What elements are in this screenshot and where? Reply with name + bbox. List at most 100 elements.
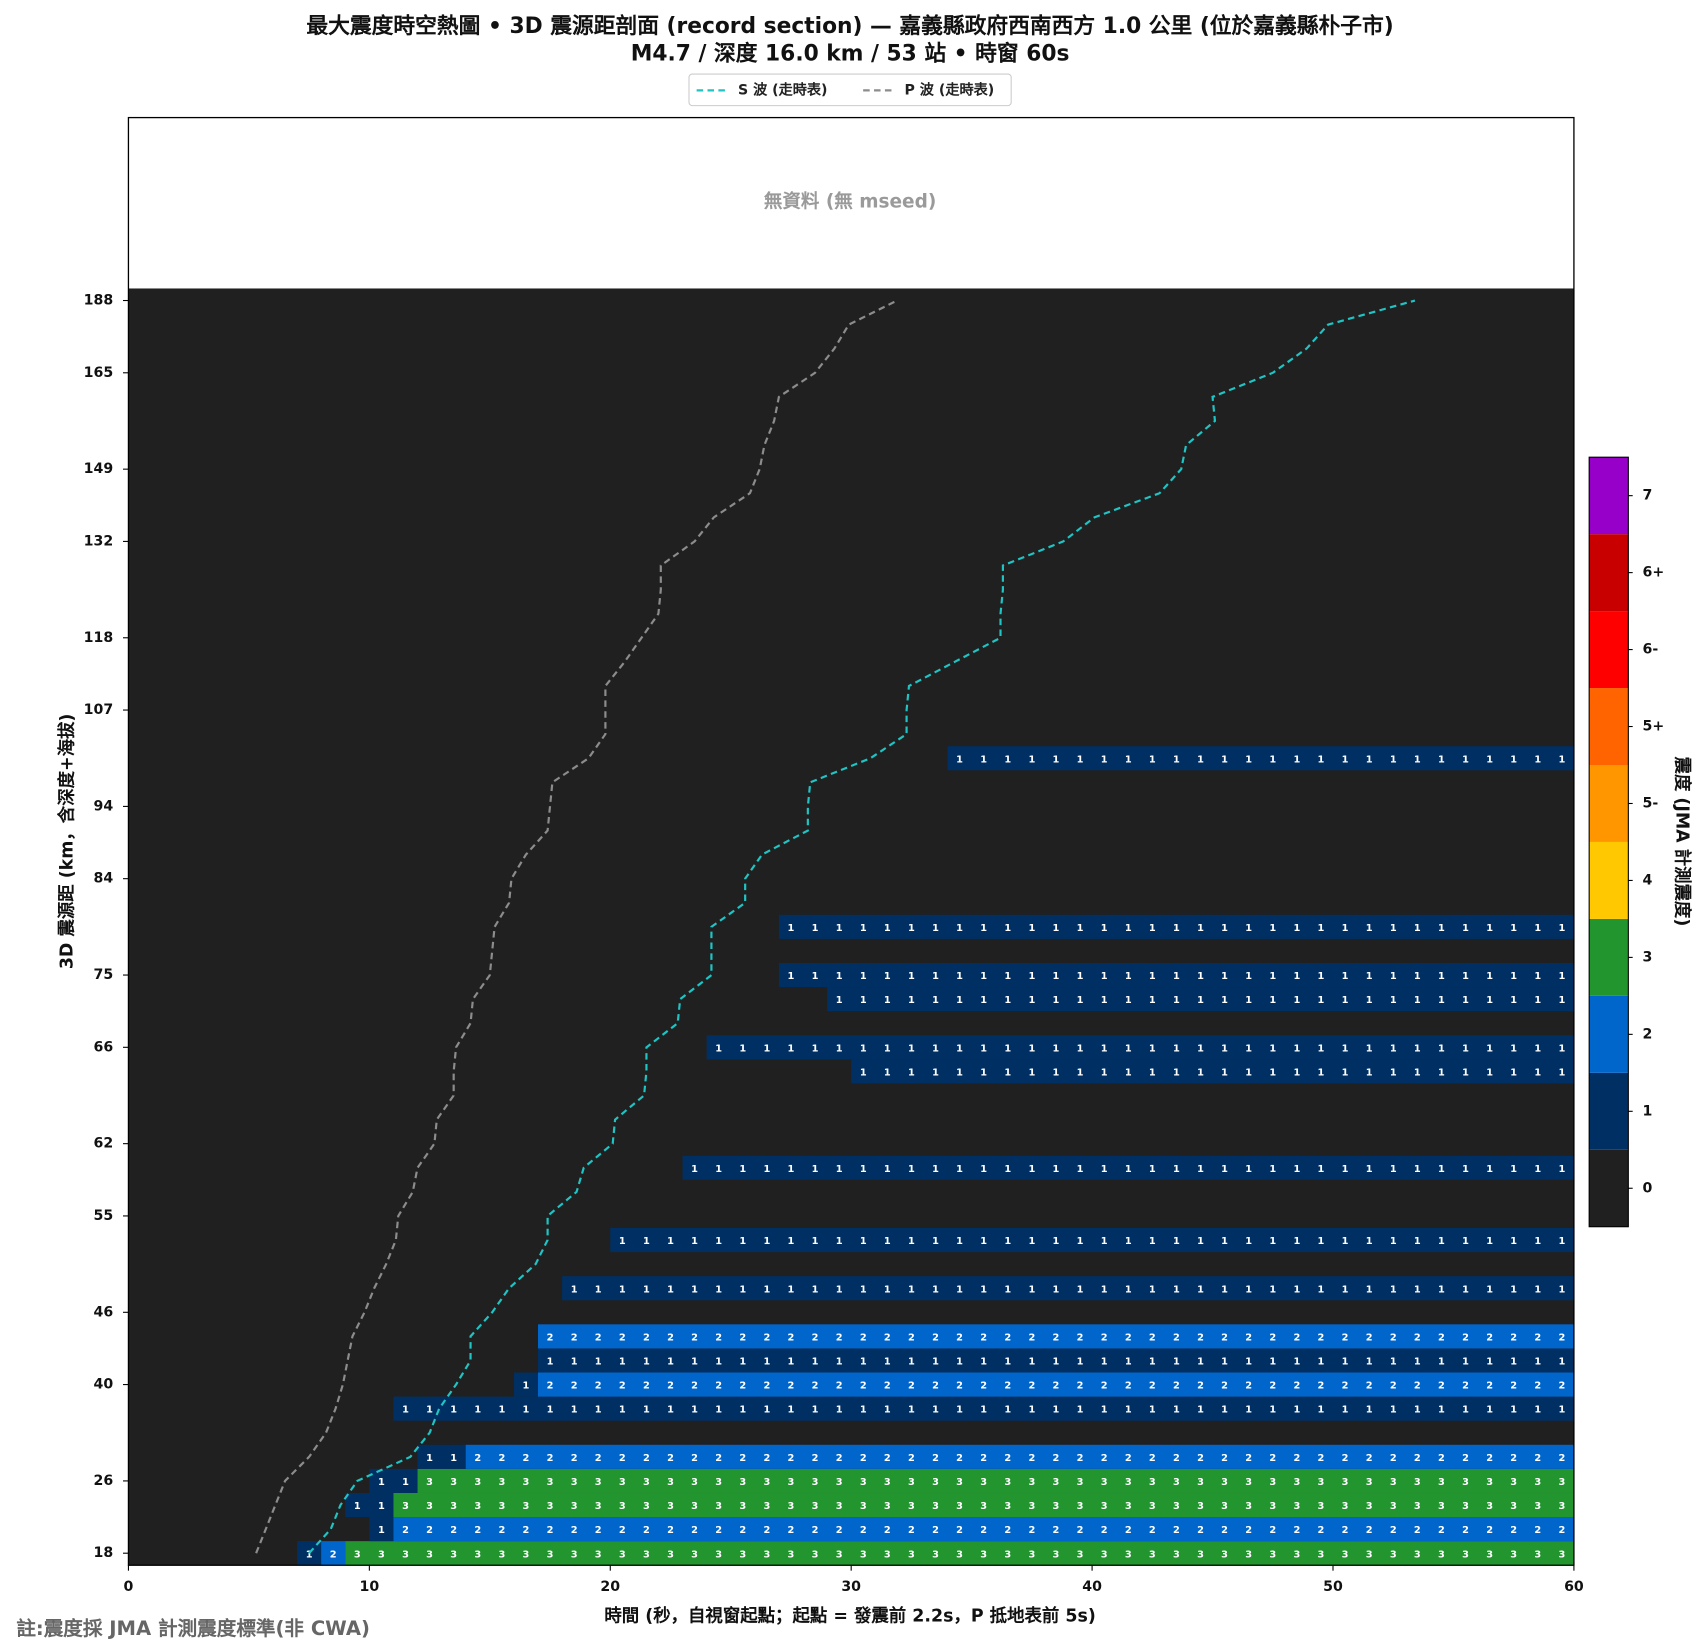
cell-label: 3	[1245, 1501, 1252, 1512]
cell-label: 1	[1486, 923, 1493, 934]
chart-title: 最大震度時空熱圖 • 3D 震源距剖面 (record section) — 嘉…	[306, 13, 1393, 39]
cell-label: 2	[956, 1453, 963, 1464]
cell-label: 1	[1028, 995, 1035, 1006]
cell-label: 2	[812, 1332, 819, 1343]
cell-label: 1	[1438, 1067, 1445, 1078]
cell-label: 2	[1245, 1453, 1252, 1464]
cell-label: 1	[1173, 971, 1180, 982]
cell-label: 3	[980, 1477, 987, 1488]
cell-label: 1	[402, 1477, 409, 1488]
cell-label: 3	[908, 1501, 915, 1512]
cell-label: 1	[1390, 971, 1397, 982]
x-tick-label: 40	[1082, 1579, 1102, 1595]
cell-label: 1	[1269, 1236, 1276, 1247]
intensity-cell	[393, 1492, 1574, 1518]
cell-label: 2	[571, 1332, 578, 1343]
cell-label: 1	[1221, 923, 1228, 934]
cell-label: 1	[908, 1284, 915, 1295]
cell-label: 3	[860, 1477, 867, 1488]
intensity-cell	[369, 1468, 418, 1493]
cell-label: 2	[1414, 1332, 1421, 1343]
cell-label: 1	[1534, 1357, 1541, 1368]
intensity-cell	[465, 1444, 1574, 1469]
cell-label: 2	[619, 1453, 626, 1464]
cell-label: 1	[715, 1164, 722, 1175]
y-tick-label: 18	[94, 1545, 114, 1561]
cell-label: 3	[547, 1477, 554, 1488]
cell-label: 1	[1028, 1236, 1035, 1247]
cell-label: 1	[715, 1405, 722, 1416]
cell-label: 2	[1053, 1332, 1060, 1343]
cell-label: 2	[1245, 1381, 1252, 1392]
intensity-cell	[537, 1324, 1574, 1349]
cell-label: 3	[1293, 1477, 1300, 1488]
cell-label: 1	[980, 1067, 987, 1078]
cell-label: 2	[1125, 1381, 1132, 1392]
cell-label: 1	[1558, 1164, 1565, 1175]
cell-label: 1	[1149, 923, 1156, 934]
cell-label: 2	[547, 1525, 554, 1536]
cell-label: 1	[1558, 754, 1565, 765]
cell-label: 1	[763, 1357, 770, 1368]
cell-label: 2	[1101, 1332, 1108, 1343]
cell-label: 2	[547, 1453, 554, 1464]
cell-label: 1	[836, 1043, 843, 1054]
cell-label: 2	[1221, 1381, 1228, 1392]
intensity-cell	[778, 914, 1574, 939]
cell-label: 2	[595, 1381, 602, 1392]
cell-label: 1	[956, 1043, 963, 1054]
cell-label: 1	[1510, 995, 1517, 1006]
cell-label: 2	[691, 1453, 698, 1464]
cell-label: 1	[1101, 995, 1108, 1006]
cell-label: 1	[763, 1043, 770, 1054]
cell-label: 2	[980, 1453, 987, 1464]
cell-label: 1	[595, 1357, 602, 1368]
cell-label: 2	[739, 1332, 746, 1343]
cell-label: 2	[691, 1381, 698, 1392]
cell-label: 1	[980, 1236, 987, 1247]
cell-label: 1	[691, 1284, 698, 1295]
cell-label: 1	[1245, 754, 1252, 765]
cell-label: 2	[1390, 1525, 1397, 1536]
cell-label: 3	[1028, 1549, 1035, 1560]
cell-label: 1	[932, 1405, 939, 1416]
intensity-cell	[393, 1396, 1574, 1421]
cell-label: 2	[1173, 1381, 1180, 1392]
cell-label: 2	[1053, 1525, 1060, 1536]
cell-label: 1	[1125, 1284, 1132, 1295]
cell-label: 3	[788, 1549, 795, 1560]
cell-label: 3	[354, 1549, 361, 1560]
cell-label: 1	[980, 923, 987, 934]
cell-label: 3	[1534, 1477, 1541, 1488]
cell-label: 1	[1438, 1164, 1445, 1175]
cell-label: 1	[1149, 971, 1156, 982]
y-tick-label: 118	[84, 630, 114, 646]
cell-label: 2	[691, 1525, 698, 1536]
cell-label: 3	[1125, 1477, 1132, 1488]
cell-label: 1	[1342, 995, 1349, 1006]
cell-label: 3	[956, 1549, 963, 1560]
cell-label: 3	[1486, 1549, 1493, 1560]
cell-label: 1	[1366, 1164, 1373, 1175]
cell-label: 2	[1149, 1332, 1156, 1343]
cell-label: 1	[1293, 1405, 1300, 1416]
cell-label: 1	[1438, 1357, 1445, 1368]
cell-label: 1	[1558, 923, 1565, 934]
cell-label: 1	[1053, 1284, 1060, 1295]
cell-label: 1	[1101, 1405, 1108, 1416]
cell-label: 1	[1486, 1284, 1493, 1295]
cell-label: 1	[1558, 995, 1565, 1006]
cell-label: 1	[1534, 1284, 1541, 1295]
cell-label: 1	[643, 1405, 650, 1416]
cell-label: 2	[739, 1525, 746, 1536]
cell-label: 2	[884, 1453, 891, 1464]
cell-label: 3	[1390, 1501, 1397, 1512]
cell-label: 2	[1414, 1525, 1421, 1536]
cell-label: 2	[763, 1525, 770, 1536]
cell-label: 1	[667, 1284, 674, 1295]
intensity-cell	[417, 1444, 466, 1469]
y-tick-label: 46	[94, 1304, 114, 1320]
cell-label: 1	[1245, 1043, 1252, 1054]
cell-label: 3	[667, 1501, 674, 1512]
